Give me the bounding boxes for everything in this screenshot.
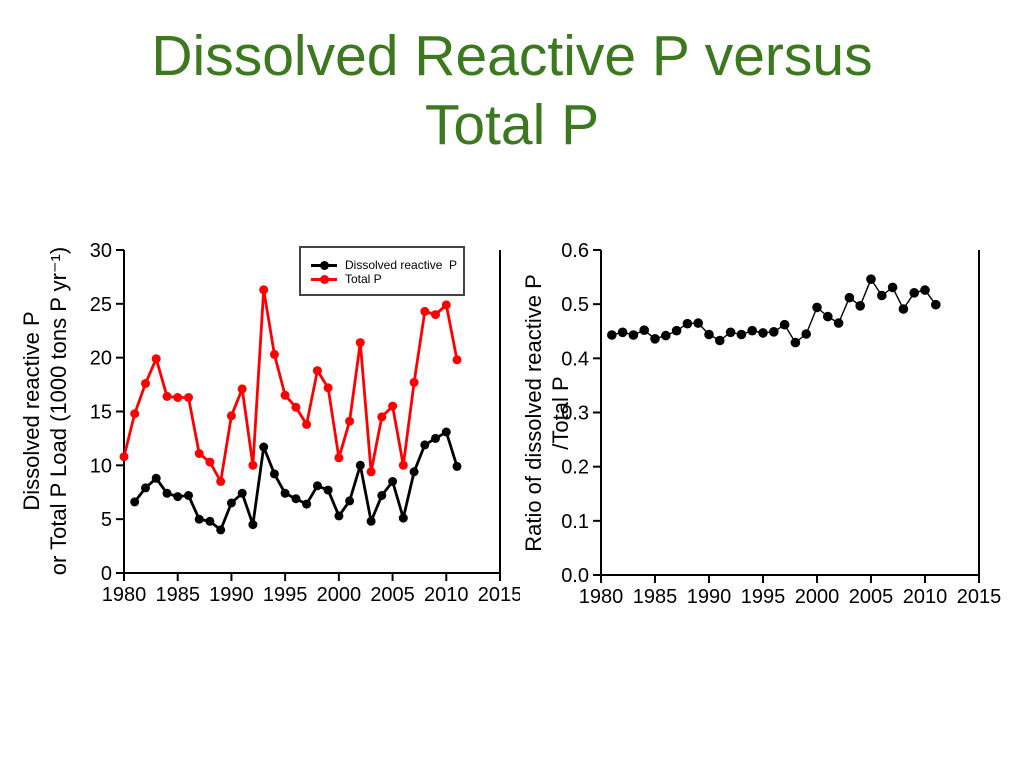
ratio-chart: Ratio of dissolved reactive P /Total P 1… [520,240,1024,630]
x-tick-label: 1990 [209,584,254,606]
x-tick-label: 2010 [424,584,469,606]
x-tick-label: 2005 [370,584,415,606]
legend-label-dissolved-reactive-p: Dissolved reactive P [345,257,458,272]
x-axis-ticks: 1980 1985 1990 1995 2000 2005 2010 2015 [102,573,520,606]
x-tick-label: 1980 [102,584,147,606]
y-tick-label: 0.4 [561,348,589,370]
series-total-p [119,285,462,486]
load-chart-legend: Dissolved reactive P Total P [299,246,465,296]
series-ratio-of-dissolved-reactive-p-total-p [607,274,941,348]
slide-title-line-1: Dissolved Reactive P versus [151,24,873,88]
x-tick-label: 2015 [957,586,1002,608]
y-tick-label: 0.2 [561,457,589,479]
load-chart-plot: 1980 1985 1990 1995 2000 2005 2010 2015 0 5 10 15 20… [90,240,520,606]
ratio-chart-plot: 1980 1985 1990 1995 2000 2005 2010 20150.00.10.… [561,240,1002,608]
y-tick-label: 15 [90,402,112,424]
legend-marker-dissolved-reactive-p-icon [311,260,337,271]
legend-label-total-p: Total P [345,271,382,286]
legend-marker-total-p-icon [311,274,337,285]
axes [123,250,501,574]
x-tick-label: 2005 [849,586,894,608]
x-tick-label: 1990 [687,586,732,608]
y-axis-ticks: 0 5 10 15 20 25 30 [90,240,124,585]
x-tick-label: 1995 [741,586,786,608]
y-tick-label: 0.0 [561,565,589,587]
x-tick-label: 2010 [903,586,948,608]
load-chart: Dissolved reactive P or Total P Load (10… [0,240,520,630]
x-tick-label: 2000 [795,586,840,608]
axes [600,250,980,576]
slide-title: Dissolved Reactive P versus Total P [0,22,1024,160]
y-tick-label: 0.5 [561,294,589,316]
y-tick-label: 30 [90,240,112,262]
y-tick-label: 10 [90,455,112,477]
y-tick-label: 0.6 [561,240,589,262]
y-tick-label: 20 [90,348,112,370]
x-axis-ticks: 1980 1985 1990 1995 2000 2005 2010 2015 [579,575,1002,608]
x-tick-label: 2015 [478,584,520,606]
y-tick-label: 0.3 [561,403,589,425]
x-tick-label: 1985 [155,584,200,606]
series-dissolved-reactive-p [130,427,462,535]
x-tick-label: 2000 [317,584,362,606]
slide-title-line-2: Total P [424,93,600,157]
x-tick-label: 1985 [633,586,678,608]
legend-item-dissolved-reactive-p: Dissolved reactive P [301,258,463,272]
y-tick-label: 0 [101,563,112,585]
y-tick-label: 25 [90,294,112,316]
y-tick-label: 5 [101,509,112,531]
y-axis-ticks: 0.0 0.1 0.2 0.3 0.4 0.5 0.6 [561,240,601,587]
x-tick-label: 1995 [263,584,308,606]
x-tick-label: 1980 [579,586,624,608]
y-tick-label: 0.1 [561,511,589,533]
legend-item-total-p: Total P [301,272,463,286]
